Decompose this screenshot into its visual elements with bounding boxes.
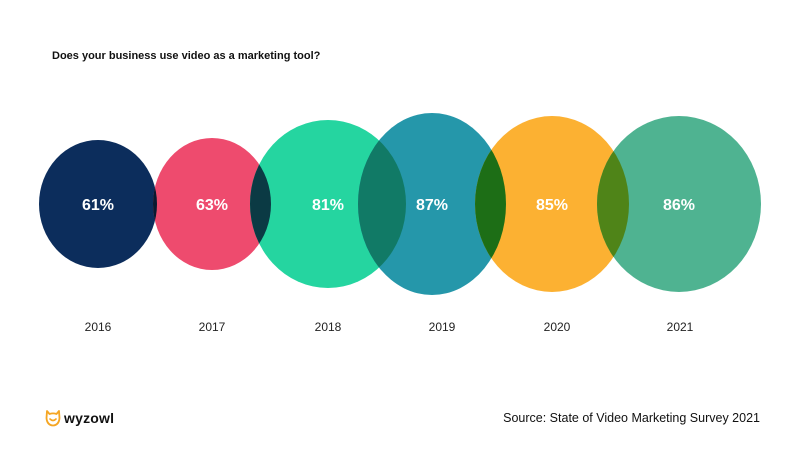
bubble-2021 (597, 116, 761, 292)
year-label-2016: 2016 (84, 320, 112, 334)
bubble-value-2016: 61% (82, 197, 114, 214)
year-label-2018: 2018 (314, 320, 342, 334)
bubble-2017 (153, 138, 271, 270)
bubble-value-2017: 63% (196, 197, 228, 214)
bubble-2020 (475, 116, 629, 292)
bubble-2019 (358, 113, 506, 295)
year-label-2021: 2021 (666, 320, 694, 334)
owl-icon (45, 410, 61, 427)
year-label-2020: 2020 (543, 320, 571, 334)
bubble-value-2019: 87% (416, 197, 448, 214)
year-label-2019: 2019 (428, 320, 456, 334)
wyzowl-logo: wyzowl (44, 409, 114, 427)
chart-title: Does your business use video as a market… (52, 50, 321, 62)
bubble-value-2021: 86% (663, 197, 695, 214)
year-label-2017: 2017 (198, 320, 226, 334)
bubble-2016 (39, 140, 157, 268)
bubble-value-2020: 85% (536, 197, 568, 214)
bubble-value-2018: 81% (312, 197, 344, 214)
brand-name: wyzowl (64, 410, 115, 426)
source-note: Source: State of Video Marketing Survey … (503, 411, 760, 425)
